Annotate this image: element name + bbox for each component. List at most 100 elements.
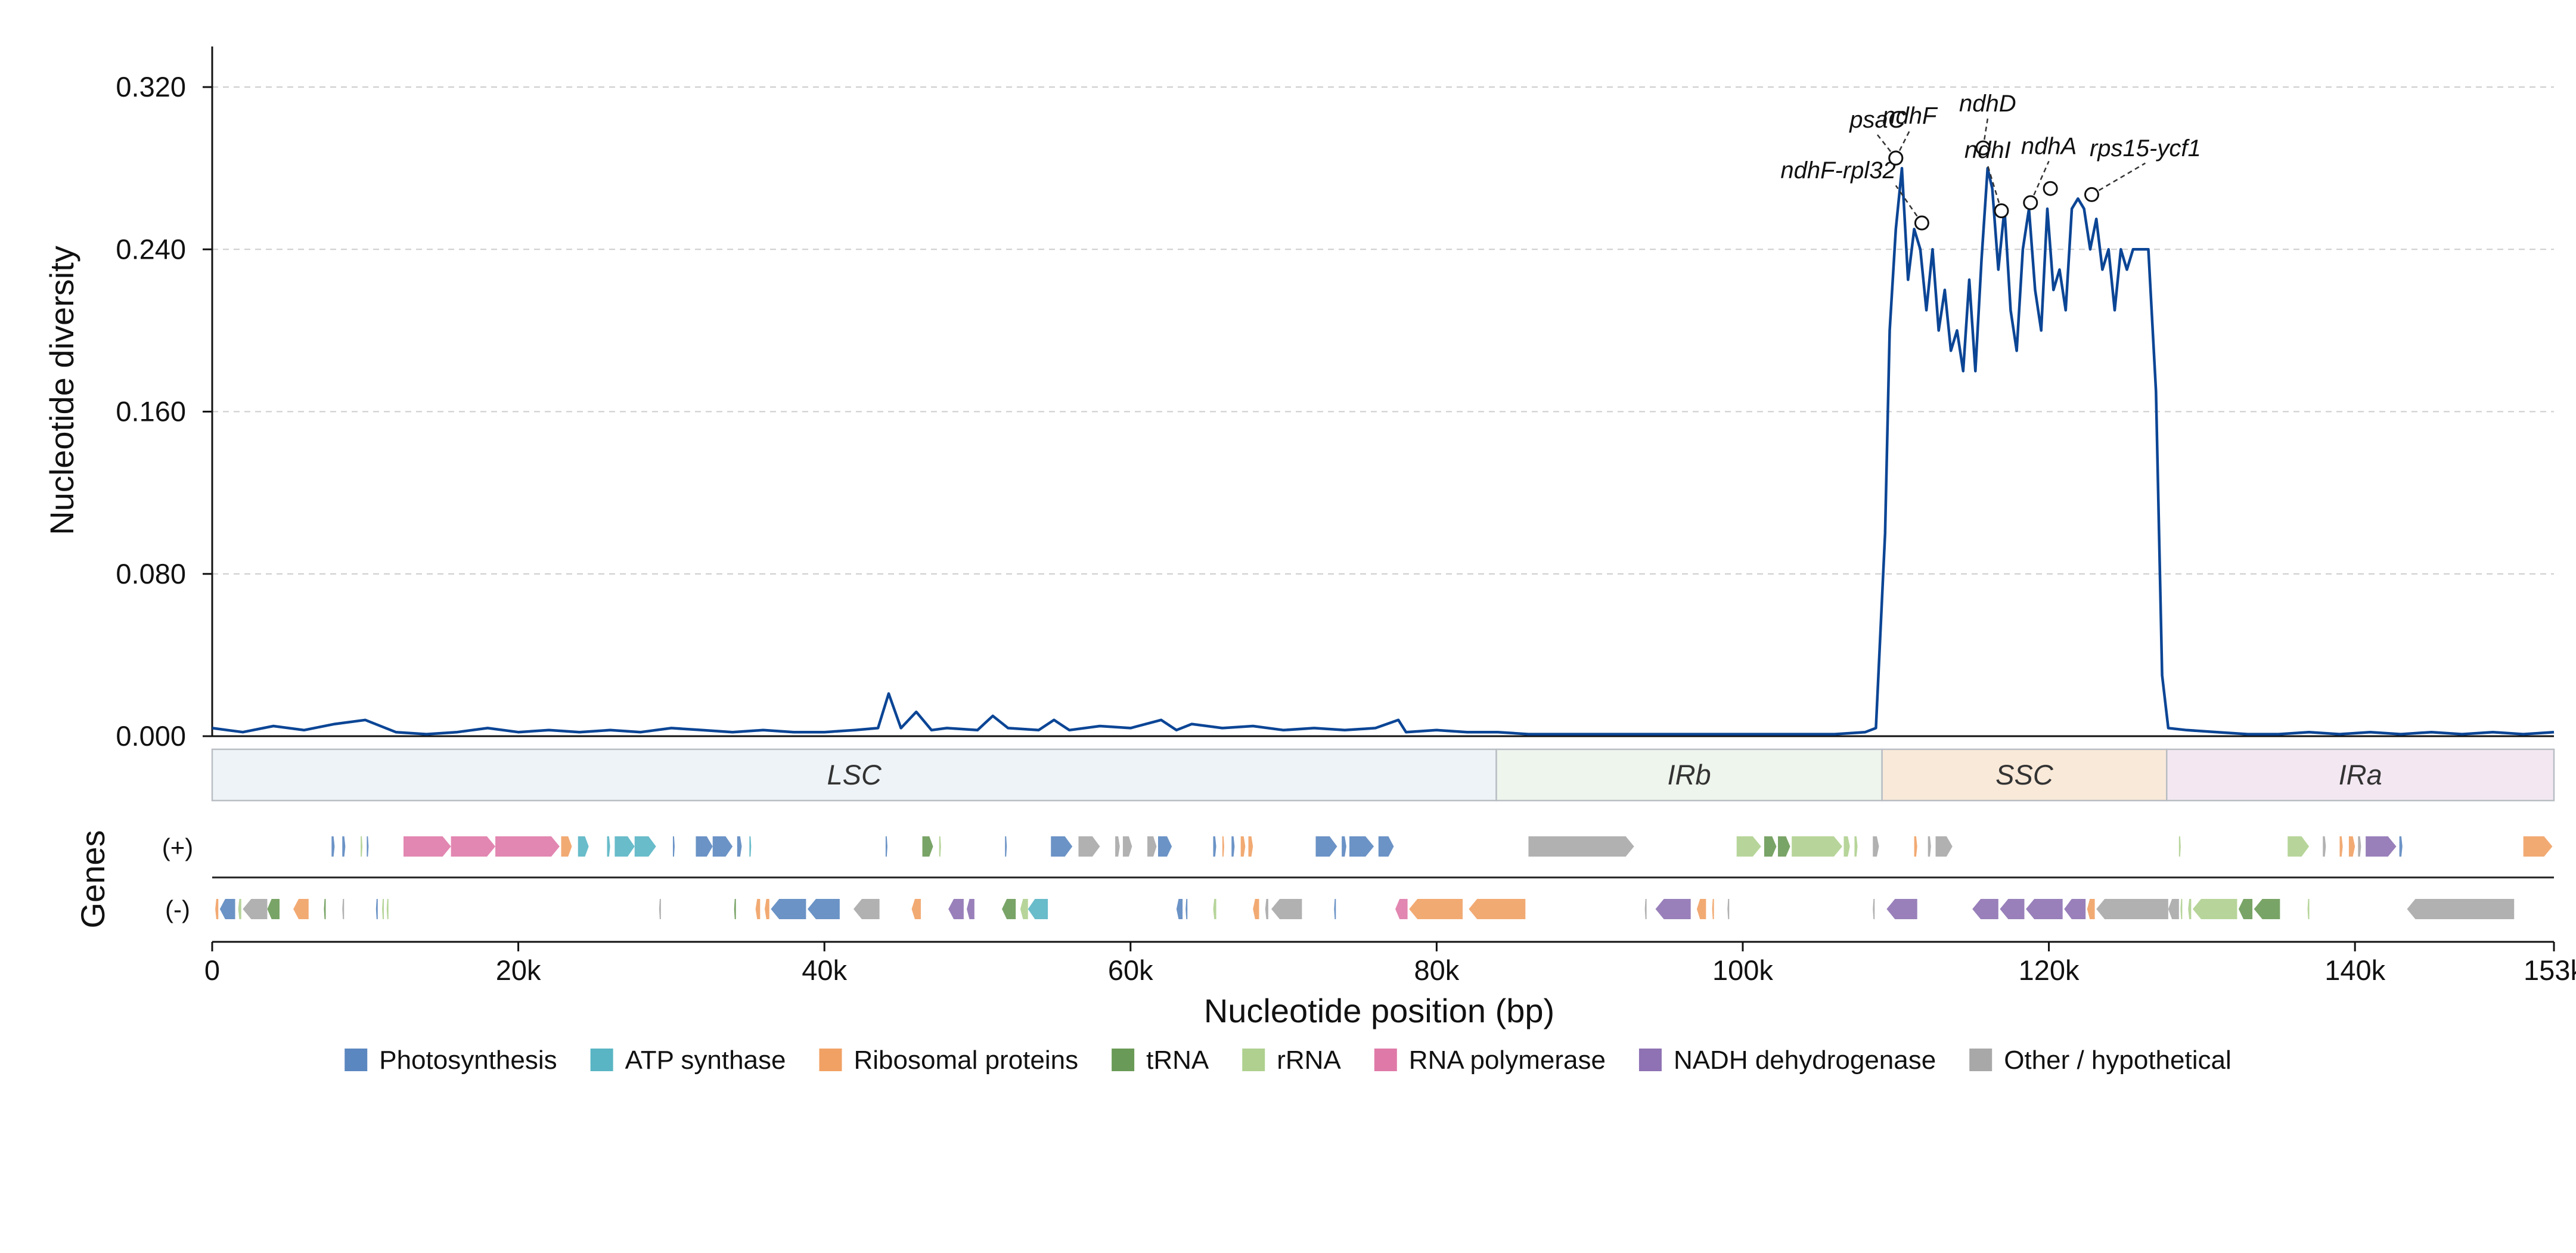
plus-gene-5 [451,836,496,857]
plus-gene-16 [749,836,752,857]
plus-gene-54 [2399,836,2403,857]
peak-leader-2 [1895,130,1910,159]
minus-gene-19 [948,899,964,919]
region-lsc [211,748,1497,802]
minus-gene-35 [1655,899,1691,919]
plus-gene-14 [712,836,733,857]
plus-gene-52 [2358,836,2361,857]
peak-label-3: ndhD [1959,91,2016,117]
plus-gene-33 [1342,836,1346,857]
minus-gene-45 [2087,899,2095,919]
minus-gene-50 [2192,899,2237,919]
legend: Photosynthesis ATP synthase Ribosomal prot… [344,1046,2232,1075]
region-ira [2166,748,2555,802]
legend-label-0: Photosynthesis [379,1046,557,1075]
plus-gene-42 [1854,836,1858,857]
plus-gene-1 [342,836,346,857]
minus-gene-41 [1972,899,1998,919]
legend-label-4: rRNA [1277,1046,1341,1075]
minus-gene-47 [2168,899,2179,919]
plus-gene-9 [607,836,610,857]
x-tick-label-1: 20k [496,954,541,986]
minus-gene-29 [1271,899,1302,919]
minus-gene-0 [215,899,219,919]
plus-gene-18 [922,836,933,857]
minus-gene-38 [1727,899,1730,919]
peak-marker-2 [1888,150,1904,166]
peak-marker-7 [2084,187,2099,202]
peak-marker-4 [1994,203,2009,219]
minus-gene-18 [911,899,921,919]
plus-gene-2 [361,836,363,857]
x-tick-label-0: 0 [204,954,220,986]
plus-gene-22 [1078,836,1100,857]
peak-leader-0 [1895,185,1923,224]
minus-gene-54 [2407,899,2515,919]
minus-gene-28 [1265,899,1268,919]
region-label-ssc: SSC [1995,759,2054,790]
plus-gene-36 [1528,836,1634,857]
legend-label-5: RNA polymerase [1409,1046,1606,1075]
legend-label-3: tRNA [1146,1046,1209,1075]
x-tick-label-8: 153k [2524,954,2576,986]
region-bar: LSC IRb SSC IRa [211,748,2555,802]
y-tick-label-4: 0.320 [116,71,186,103]
plus-gene-21 [1051,836,1073,857]
minus-gene-23 [1028,899,1048,919]
region-irb [1495,748,1883,802]
minus-gene-32 [1409,899,1463,919]
legend-swatch-2 [819,1049,842,1071]
minus-gene-4 [267,899,280,919]
minus-gene-5 [293,899,309,919]
minus-gene-48 [2180,899,2183,919]
minus-gene-17 [853,899,880,919]
plus-gene-11 [634,836,656,857]
legend-swatch-0 [344,1049,368,1071]
legend-swatch-6 [1638,1049,1662,1071]
legend-swatch-4 [1242,1049,1265,1071]
plus-gene-38 [1764,836,1777,857]
peak-marker-5 [2023,195,2038,210]
minus-gene-10 [386,899,389,919]
plus-gene-43 [1873,836,1879,857]
legend-label-6: NADH dehydrogenase [1674,1046,1936,1075]
minus-strand-label: (-) [165,895,190,923]
minus-gene-15 [771,899,806,919]
minus-gene-16 [807,899,840,919]
minus-gene-20 [967,899,974,919]
plus-gene-25 [1147,836,1157,857]
gene-tracks [212,836,2554,919]
plus-gene-0 [331,836,335,857]
minus-gene-39 [1873,899,1875,919]
minus-gene-27 [1253,899,1259,919]
plus-gene-39 [1778,836,1790,857]
plus-gene-32 [1315,836,1337,857]
minus-gene-25 [1185,899,1188,919]
minus-gene-13 [755,899,761,919]
minus-gene-26 [1213,899,1216,919]
plus-gene-12 [672,836,675,857]
minus-gene-7 [342,899,344,919]
plus-gene-20 [1005,836,1007,857]
peak-label-0: ndhF-rpl32 [1780,157,1895,184]
minus-gene-30 [1334,899,1336,919]
minus-gene-21 [1002,899,1016,919]
minus-gene-9 [382,899,384,919]
y-tick-label-3: 0.240 [116,233,186,265]
peak-marker-3 [1975,140,1991,156]
plus-gene-41 [1843,836,1850,857]
plus-gene-51 [2348,836,2355,857]
plus-gene-29 [1231,836,1235,857]
minus-gene-8 [375,899,378,919]
peak-marker-6 [2043,181,2058,196]
plus-gene-28 [1222,836,1224,857]
legend-swatch-5 [1374,1049,1397,1071]
peak-label-4: ndhI [1964,137,2011,163]
plus-gene-15 [737,836,742,857]
plus-strand-label: (+) [162,833,194,861]
minus-gene-14 [765,899,769,919]
minus-gene-52 [2254,899,2280,919]
x-axis: 0 20k 40k 60k 80k 100k 120k 140k 153k [204,941,2576,986]
x-tick-label-7: 140k [2324,954,2385,986]
